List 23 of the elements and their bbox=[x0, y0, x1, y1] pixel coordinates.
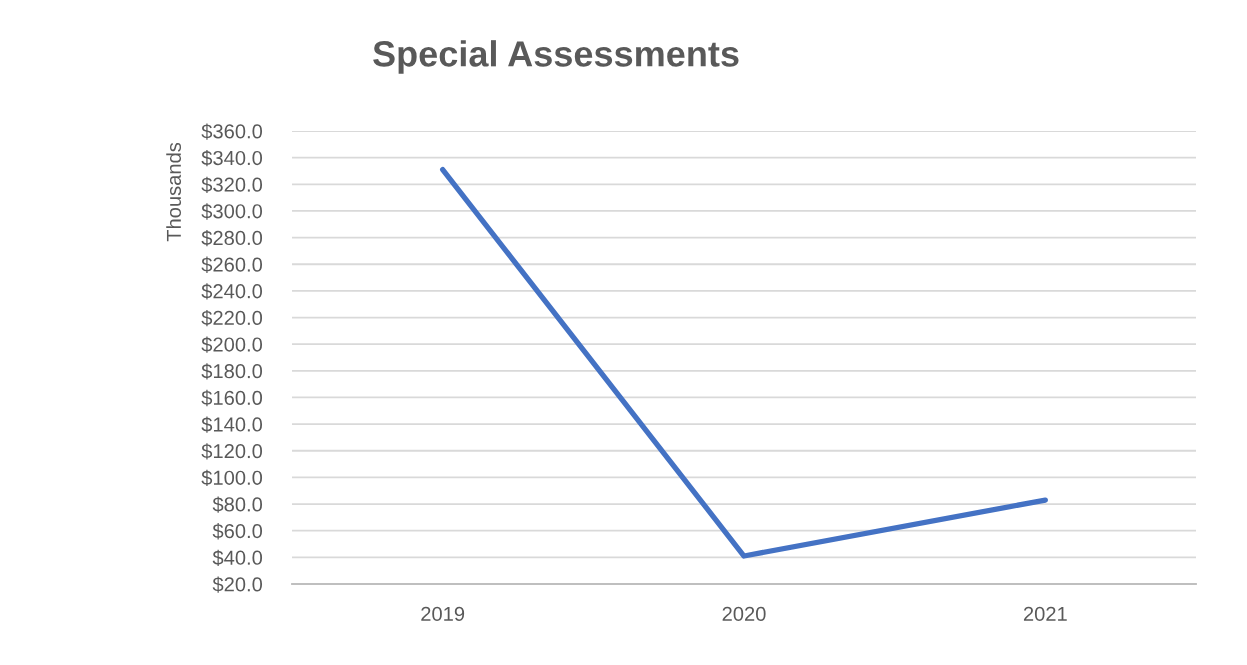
y-tick-label: $80.0 bbox=[212, 496, 263, 513]
y-tick-label: $180.0 bbox=[201, 363, 263, 380]
x-tick-label: 2021 bbox=[1023, 606, 1067, 622]
y-tick-label: $120.0 bbox=[201, 443, 263, 460]
y-tick-label: $20.0 bbox=[212, 576, 263, 593]
y-tick-label: $280.0 bbox=[201, 229, 263, 247]
y-tick-label: $160.0 bbox=[201, 389, 263, 407]
y-axis-title: Thousands bbox=[166, 142, 182, 242]
y-tick-label: $200.0 bbox=[201, 336, 263, 353]
x-tick-label: 2019 bbox=[421, 606, 465, 622]
x-tick-label: 2020 bbox=[722, 606, 766, 622]
y-tick-label: $140.0 bbox=[201, 416, 263, 433]
chart-title: Special Assessments bbox=[373, 40, 739, 74]
y-tick-label: $100.0 bbox=[201, 469, 263, 487]
y-tick-label: $340.0 bbox=[201, 150, 263, 167]
y-tick-label: $260.0 bbox=[201, 256, 263, 273]
y-tick-label: $300.0 bbox=[201, 203, 263, 220]
y-tick-label: $220.0 bbox=[201, 309, 263, 327]
y-tick-label: $240.0 bbox=[201, 283, 263, 300]
y-tick-label: $320.0 bbox=[201, 176, 263, 193]
y-tick-label: $40.0 bbox=[212, 549, 263, 567]
y-tick-label: $360.0 bbox=[201, 123, 263, 140]
y-tick-label: $60.0 bbox=[212, 523, 263, 540]
